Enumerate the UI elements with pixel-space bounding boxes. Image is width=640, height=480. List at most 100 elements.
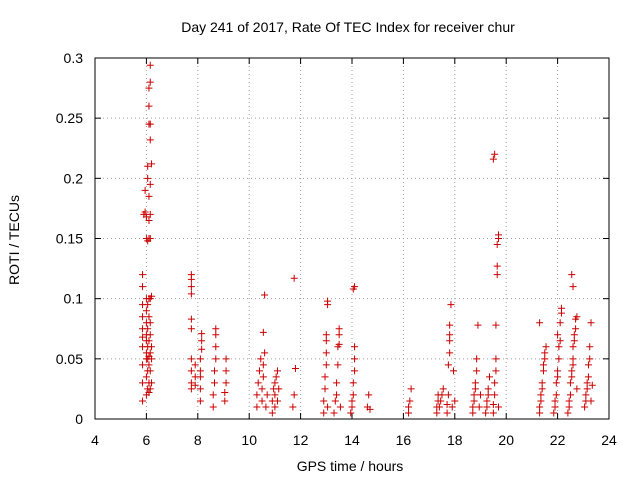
data-point bbox=[568, 271, 576, 279]
data-point bbox=[557, 304, 565, 312]
data-point bbox=[144, 325, 152, 333]
data-point bbox=[351, 283, 359, 291]
data-point bbox=[446, 337, 454, 345]
data-point bbox=[324, 297, 332, 305]
data-point bbox=[568, 367, 576, 375]
data-point bbox=[335, 325, 343, 333]
data-point bbox=[446, 331, 454, 339]
data-point bbox=[565, 397, 573, 405]
x-tick-label: 12 bbox=[293, 432, 309, 448]
data-point bbox=[470, 397, 478, 405]
data-point bbox=[258, 385, 266, 393]
data-point bbox=[275, 385, 283, 393]
data-point bbox=[139, 397, 147, 405]
x-tick-label: 22 bbox=[550, 432, 566, 448]
data-point bbox=[583, 379, 591, 387]
data-point bbox=[196, 367, 204, 375]
data-point bbox=[491, 379, 499, 387]
data-point bbox=[491, 150, 499, 158]
data-point bbox=[572, 325, 580, 333]
data-point bbox=[139, 271, 147, 279]
data-point bbox=[335, 340, 343, 348]
data-point bbox=[446, 321, 454, 329]
data-point bbox=[273, 367, 281, 375]
data-point bbox=[145, 192, 153, 200]
data-point bbox=[146, 61, 154, 69]
data-point bbox=[139, 361, 147, 369]
data-point bbox=[320, 409, 328, 417]
data-point bbox=[584, 373, 592, 381]
data-point bbox=[494, 231, 502, 239]
data-point bbox=[564, 409, 572, 417]
data-point bbox=[198, 330, 206, 338]
x-tick-label: 20 bbox=[498, 432, 514, 448]
data-point bbox=[196, 355, 204, 363]
data-point bbox=[148, 160, 156, 168]
data-point bbox=[451, 397, 459, 405]
data-point bbox=[145, 361, 153, 369]
data-point bbox=[212, 355, 220, 363]
data-point bbox=[584, 361, 592, 369]
data-point bbox=[272, 373, 280, 381]
data-point bbox=[569, 361, 577, 369]
data-points bbox=[139, 61, 596, 417]
data-point bbox=[483, 397, 491, 405]
data-point bbox=[291, 364, 299, 372]
data-point bbox=[253, 391, 261, 399]
y-tick-label: 0.05 bbox=[56, 351, 83, 367]
data-point bbox=[141, 186, 149, 194]
data-point bbox=[211, 379, 219, 387]
data-point bbox=[405, 409, 413, 417]
data-point bbox=[470, 391, 478, 399]
x-tick-label: 24 bbox=[601, 432, 617, 448]
data-point bbox=[348, 403, 356, 411]
data-point bbox=[146, 120, 154, 128]
data-point bbox=[322, 331, 330, 339]
data-point bbox=[209, 391, 217, 399]
data-point bbox=[552, 379, 560, 387]
data-point bbox=[351, 343, 359, 351]
data-point bbox=[145, 389, 153, 397]
data-point bbox=[492, 355, 500, 363]
data-point bbox=[588, 381, 596, 389]
data-point bbox=[538, 385, 546, 393]
data-point bbox=[321, 385, 329, 393]
data-point bbox=[333, 391, 341, 399]
data-point bbox=[191, 361, 199, 369]
data-point bbox=[348, 397, 356, 405]
x-tick-labels: 4 6 8 10 12 14 16 18 20 22 24 bbox=[91, 432, 617, 448]
data-point bbox=[482, 409, 490, 417]
data-point bbox=[587, 319, 595, 327]
data-point bbox=[471, 385, 479, 393]
data-point bbox=[209, 403, 217, 411]
data-point bbox=[569, 355, 577, 363]
data-point bbox=[469, 403, 477, 411]
data-point bbox=[212, 331, 220, 339]
data-point bbox=[554, 373, 562, 381]
data-point bbox=[146, 235, 154, 242]
data-point bbox=[489, 401, 497, 409]
data-point bbox=[198, 345, 206, 353]
data-point bbox=[146, 136, 154, 144]
data-point bbox=[565, 403, 573, 411]
data-point bbox=[492, 321, 500, 329]
data-point bbox=[475, 403, 483, 411]
data-point bbox=[551, 397, 559, 405]
data-point bbox=[556, 337, 564, 345]
data-point bbox=[146, 367, 154, 375]
data-point bbox=[191, 381, 199, 389]
data-point bbox=[146, 349, 154, 357]
data-point bbox=[187, 283, 195, 291]
data-point bbox=[222, 367, 230, 375]
data-point bbox=[335, 331, 343, 339]
data-point bbox=[583, 385, 591, 393]
data-point bbox=[447, 301, 455, 309]
data-point bbox=[196, 397, 204, 405]
data-point bbox=[146, 385, 154, 393]
data-point bbox=[555, 343, 563, 351]
data-point bbox=[321, 373, 329, 381]
data-point bbox=[145, 337, 153, 345]
data-point bbox=[586, 355, 594, 363]
